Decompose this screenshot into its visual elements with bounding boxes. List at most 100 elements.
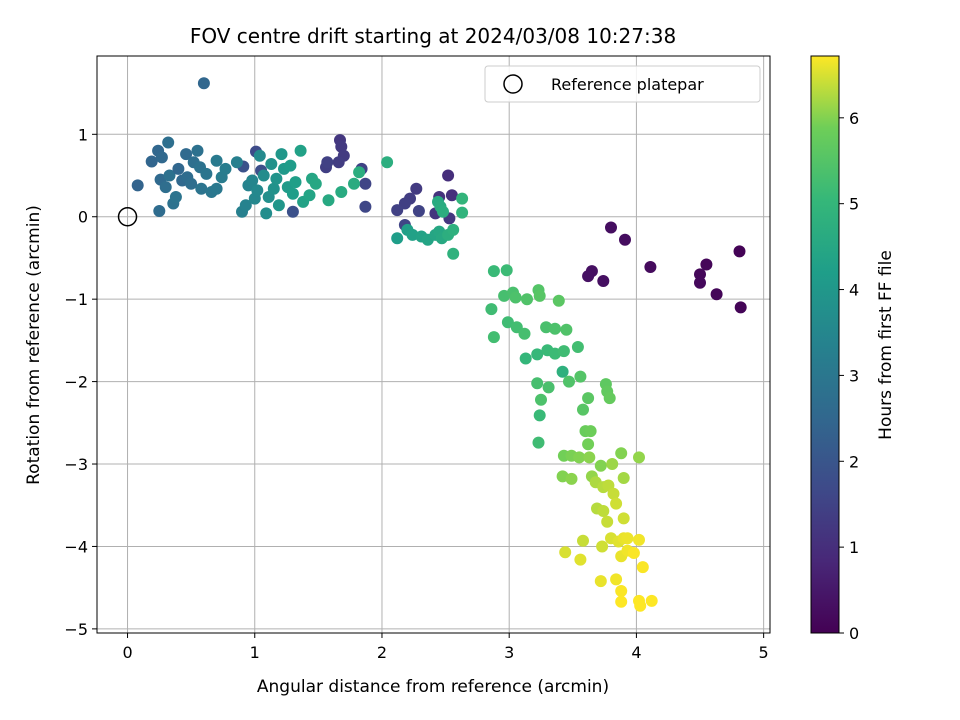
data-point-112: [485, 303, 498, 316]
colorbar-label: Hours from first FF file: [876, 250, 896, 440]
data-point-84: [294, 144, 307, 157]
data-point-121: [501, 316, 514, 329]
data-point-38: [145, 155, 158, 168]
data-point-147: [584, 425, 597, 438]
data-point-90: [335, 186, 348, 198]
data-point-20: [359, 200, 372, 213]
data-point-154: [633, 451, 645, 464]
data-point-94: [391, 232, 404, 245]
data-point-145: [532, 436, 545, 449]
data-point-26: [410, 182, 423, 195]
data-point-59: [210, 182, 223, 195]
data-point-188: [634, 599, 647, 612]
legend-label: Reference platepar: [551, 75, 704, 94]
reference-marker: [117, 206, 138, 227]
data-point-117: [521, 293, 533, 306]
data-point-40: [155, 151, 168, 164]
colorbar-tick-label-6: 6: [849, 109, 859, 128]
data-point-156: [565, 472, 578, 485]
data-point-110: [487, 265, 500, 278]
y-tick-label-4: −1: [64, 290, 88, 309]
data-point-9: [597, 275, 610, 287]
data-point-67: [246, 174, 259, 187]
x-tick-label-4: 4: [631, 643, 641, 662]
data-point-164: [607, 487, 620, 500]
y-tick-label-3: −2: [64, 373, 88, 392]
data-point-185: [615, 585, 628, 597]
data-point-88: [309, 177, 322, 190]
y-axis-ticks: −5 −4 −3 −2 −1 0 1: [64, 125, 97, 639]
data-point-119: [533, 289, 546, 302]
x-axis-ticks: 0 1 2 3 4 5: [122, 633, 769, 662]
data-point-11: [582, 270, 595, 283]
data-point-48: [172, 162, 185, 175]
data-point-70: [253, 149, 266, 162]
data-point-181: [627, 547, 640, 559]
data-point-8: [605, 221, 617, 234]
data-point-60: [210, 154, 223, 167]
data-point-153: [615, 447, 628, 460]
data-point-106: [447, 223, 460, 236]
data-point-75: [267, 182, 280, 195]
y-tick-label-2: −3: [64, 455, 88, 474]
data-point-52: [185, 177, 198, 190]
data-point-0: [733, 245, 746, 258]
data-point-111: [500, 264, 513, 277]
data-point-123: [518, 327, 531, 340]
data-point-136: [556, 365, 569, 378]
colorbar-ticks: 0 1 2 3 4 5 6: [839, 109, 859, 643]
data-point-56: [195, 182, 208, 195]
data-point-47: [169, 191, 182, 203]
data-point-137: [563, 375, 575, 388]
data-point-184: [610, 573, 623, 586]
data-point-169: [617, 512, 630, 525]
data-point-151: [573, 451, 586, 464]
x-tick-label-1: 1: [250, 643, 260, 662]
grid-lines: [97, 56, 770, 633]
data-point-69: [251, 184, 264, 197]
data-points: [131, 77, 747, 612]
data-point-168: [601, 515, 614, 528]
data-point-143: [603, 392, 616, 405]
data-point-71: [257, 169, 270, 182]
data-point-124: [540, 321, 553, 334]
data-point-139: [577, 403, 589, 416]
legend-marker: [503, 74, 523, 94]
x-tick-label-5: 5: [759, 643, 769, 662]
data-point-22: [445, 189, 458, 202]
data-point-4: [694, 268, 706, 281]
data-point-21: [442, 169, 455, 182]
data-point-37: [131, 179, 144, 192]
data-point-186: [615, 595, 628, 608]
data-point-148: [582, 438, 595, 451]
data-point-76: [270, 172, 283, 185]
data-point-44: [162, 136, 175, 149]
data-point-132: [571, 341, 584, 353]
data-point-160: [617, 472, 630, 484]
x-tick-label-2: 2: [377, 643, 387, 662]
data-point-108: [456, 206, 469, 219]
colorbar-tick-label-0: 0: [849, 624, 859, 643]
data-point-171: [596, 540, 609, 553]
data-point-3: [700, 258, 713, 271]
data-point-57: [200, 167, 213, 180]
data-point-165: [610, 497, 623, 510]
data-point-82: [286, 187, 299, 200]
x-tick-label-0: 0: [122, 643, 132, 662]
data-point-19: [359, 177, 372, 190]
colorbar-tick-label-4: 4: [849, 281, 859, 300]
data-point-183: [594, 575, 607, 588]
data-point-36: [197, 77, 210, 90]
data-point-96: [406, 228, 419, 241]
colorbar-tick-label-5: 5: [849, 195, 859, 214]
data-point-86: [303, 189, 316, 202]
data-point-93: [381, 156, 394, 169]
y-tick-label-6: 1: [78, 125, 88, 144]
data-point-63: [230, 156, 243, 169]
data-point-107: [447, 247, 460, 260]
colorbar-gradient: [810, 55, 840, 634]
data-point-72: [260, 207, 273, 220]
data-point-128: [531, 348, 544, 361]
colorbar: 0 1 2 3 4 5 6 Hours from first FF file: [810, 55, 896, 643]
plot-frame: [96, 55, 771, 634]
